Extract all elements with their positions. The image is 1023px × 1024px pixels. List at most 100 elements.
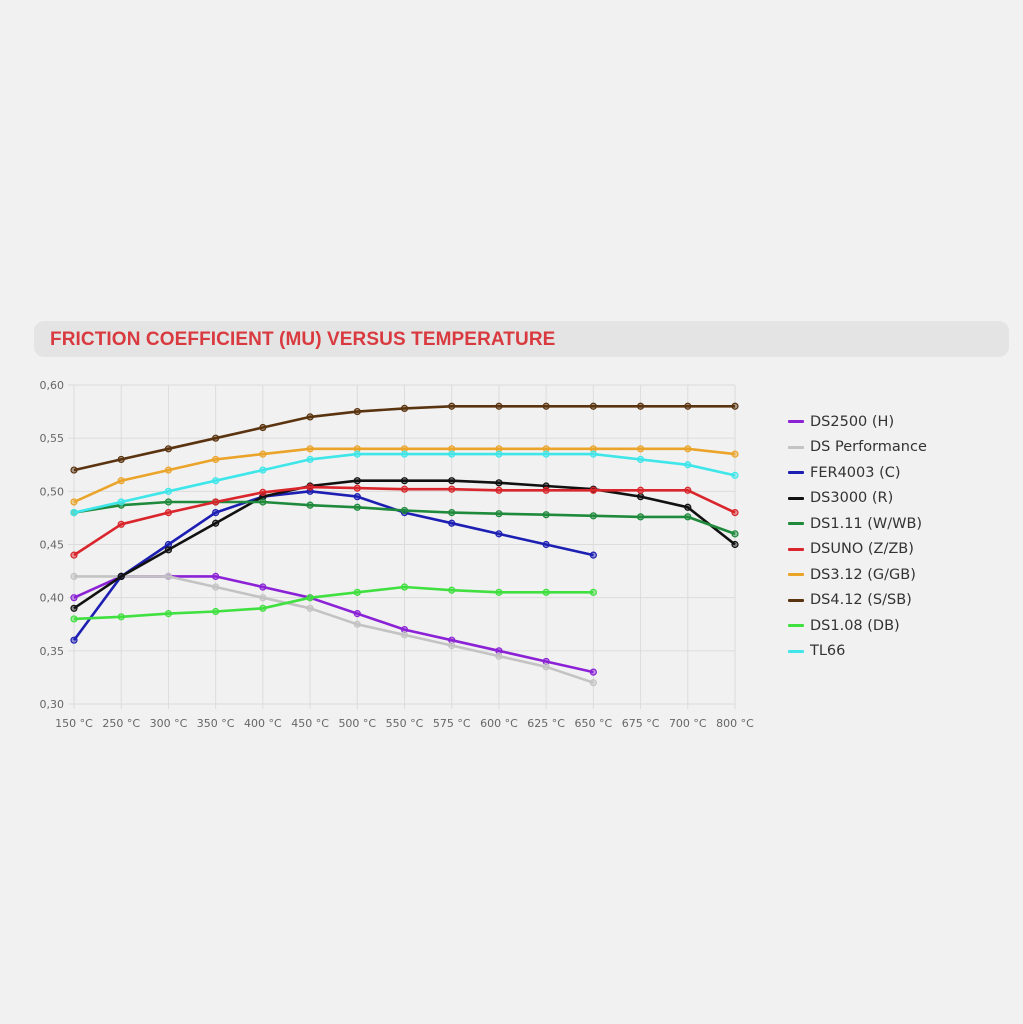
legend-label: DS1.08 (DB) — [810, 617, 900, 634]
data-point — [353, 450, 361, 458]
data-point — [212, 434, 220, 442]
legend-item[interactable]: DS Performance — [788, 435, 927, 461]
data-point — [117, 455, 125, 464]
data-point — [212, 477, 220, 485]
data-point — [731, 471, 739, 479]
data-point — [448, 519, 456, 527]
data-point — [400, 485, 409, 493]
legend-swatch — [788, 624, 804, 628]
data-point — [306, 445, 314, 453]
data-point — [589, 402, 597, 410]
data-point — [731, 450, 739, 458]
data-point — [589, 679, 597, 687]
legend-item[interactable]: DSUNO (Z/ZB) — [788, 537, 927, 563]
data-point — [353, 445, 361, 453]
data-point — [542, 540, 550, 549]
data-point — [164, 445, 173, 453]
data-point — [164, 546, 173, 554]
legend-swatch — [788, 573, 804, 577]
data-point — [589, 445, 597, 453]
series-line — [73, 479, 736, 610]
legend-item[interactable]: TL66 — [788, 639, 927, 665]
legend-item[interactable]: DS3000 (R) — [788, 486, 927, 512]
data-point — [259, 423, 267, 432]
data-point — [164, 498, 173, 506]
legend-swatch — [788, 547, 804, 551]
data-point — [684, 402, 692, 410]
legend-swatch — [788, 522, 804, 526]
y-tick-label: 0,40 — [40, 592, 65, 605]
legend-item[interactable]: DS2500 (H) — [788, 409, 927, 435]
legend-label: FER4003 (C) — [810, 464, 901, 481]
data-point — [495, 402, 503, 410]
data-point — [400, 631, 409, 639]
legend-swatch — [788, 649, 804, 653]
data-point — [448, 485, 456, 493]
data-point — [448, 445, 456, 453]
data-point — [542, 486, 550, 494]
data-point — [117, 498, 125, 506]
data-point — [164, 466, 173, 474]
x-tick-label: 600 °C — [480, 717, 518, 730]
data-point — [353, 484, 361, 492]
legend-label: TL66 — [810, 643, 846, 660]
data-point — [70, 466, 78, 474]
data-point — [589, 551, 597, 559]
data-point — [636, 402, 645, 410]
data-point — [448, 450, 456, 458]
data-point — [636, 445, 645, 453]
data-point — [212, 519, 220, 527]
data-point — [495, 530, 503, 538]
data-point — [212, 572, 220, 581]
data-point — [589, 512, 597, 520]
data-point — [731, 508, 739, 517]
legend-label: DSUNO (Z/ZB) — [810, 541, 914, 558]
x-tick-label: 350 °C — [197, 717, 235, 730]
data-point — [117, 613, 125, 621]
data-point — [495, 647, 503, 655]
legend-label: DS3.12 (G/GB) — [810, 566, 916, 583]
y-tick-label: 0,55 — [40, 432, 65, 445]
x-tick-label: 650 °C — [575, 717, 613, 730]
data-point — [353, 477, 361, 485]
data-point — [70, 498, 78, 506]
x-tick-label: 800 °C — [716, 717, 754, 730]
data-point — [448, 636, 456, 644]
data-point — [542, 588, 550, 596]
series-line — [73, 585, 594, 621]
data-point — [542, 402, 550, 410]
chart-series — [70, 402, 739, 687]
legend-item[interactable]: DS3.12 (G/GB) — [788, 562, 927, 588]
x-tick-label: 625 °C — [527, 717, 565, 730]
data-point — [400, 583, 409, 591]
data-point — [306, 483, 314, 491]
data-point — [684, 461, 692, 469]
x-tick-label: 300 °C — [150, 717, 188, 730]
data-point — [70, 636, 78, 644]
data-point — [353, 493, 361, 501]
data-point — [542, 511, 550, 519]
data-point — [448, 641, 456, 650]
legend-label: DS1.11 (W/WB) — [810, 515, 923, 532]
legend-item[interactable]: DS1.08 (DB) — [788, 613, 927, 639]
data-point — [542, 450, 550, 458]
data-point — [70, 615, 78, 623]
data-point — [542, 663, 550, 671]
chart-title: FRICTION COEFFICIENT (MU) VERSUS TEMPERA… — [50, 329, 556, 350]
legend-swatch — [788, 445, 804, 449]
data-point — [495, 588, 503, 596]
legend-item[interactable]: FER4003 (C) — [788, 460, 927, 486]
data-point — [164, 508, 173, 517]
legend-item[interactable]: DS1.11 (W/WB) — [788, 511, 927, 537]
data-point — [212, 583, 220, 591]
data-point — [306, 455, 314, 464]
series-line — [73, 485, 736, 557]
data-point — [636, 486, 645, 494]
data-point — [400, 404, 409, 412]
x-tick-label: 575 °C — [433, 717, 471, 730]
data-point — [353, 588, 361, 596]
legend-item[interactable]: DS4.12 (S/SB) — [788, 588, 927, 614]
legend-swatch — [788, 471, 804, 475]
chart-title-bar: FRICTION COEFFICIENT (MU) VERSUS TEMPERA… — [34, 321, 1009, 357]
